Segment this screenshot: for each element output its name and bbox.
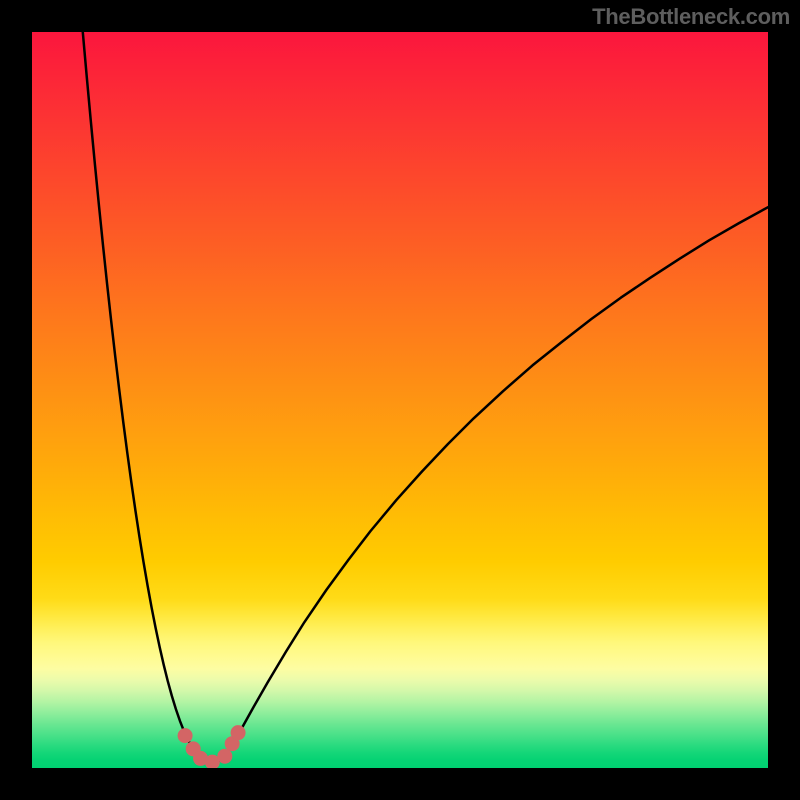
bottleneck-chart bbox=[0, 0, 800, 800]
curve-marker bbox=[231, 725, 246, 740]
watermark-label: TheBottleneck.com bbox=[592, 4, 790, 30]
chart-background bbox=[32, 32, 768, 768]
curve-marker bbox=[178, 728, 193, 743]
curve-marker bbox=[217, 749, 232, 764]
chart-frame: TheBottleneck.com bbox=[0, 0, 800, 800]
